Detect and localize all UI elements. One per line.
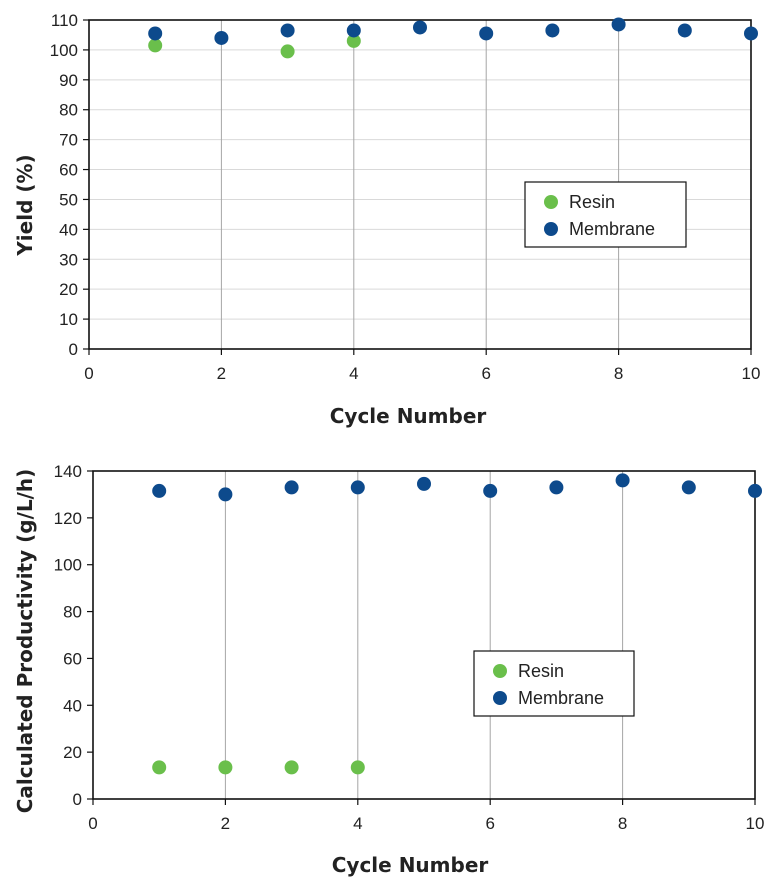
membrane-data-point bbox=[346, 23, 361, 38]
membrane-data-point bbox=[748, 483, 762, 498]
y-tick-label: 50 bbox=[59, 190, 78, 209]
x-tick-label: 4 bbox=[353, 814, 362, 833]
productivity-chart: 0 20 40 60 80 100 120 140 0 2 4 6 8 10 Calculated Pro… bbox=[13, 462, 764, 877]
x-tick-label: 6 bbox=[485, 814, 494, 833]
x-tick-label: 8 bbox=[618, 814, 627, 833]
yield-chart-ylabel: Yield (%) bbox=[13, 154, 37, 256]
x-tick-label: 8 bbox=[614, 364, 623, 383]
y-tick-label: 0 bbox=[73, 790, 82, 809]
legend-marker-resin bbox=[493, 664, 507, 678]
x-tick-label: 10 bbox=[746, 814, 765, 833]
legend-label-resin: Resin bbox=[518, 661, 564, 681]
y-tick-label: 100 bbox=[50, 41, 78, 60]
resin-data-point bbox=[218, 760, 233, 775]
legend-box bbox=[524, 181, 687, 248]
legend-marker-resin bbox=[544, 195, 558, 209]
resin-data-point bbox=[152, 760, 167, 775]
y-tick-label: 0 bbox=[69, 340, 78, 359]
membrane-data-point bbox=[152, 483, 167, 498]
membrane-data-point bbox=[218, 487, 233, 502]
resin-data-point bbox=[350, 760, 365, 775]
membrane-data-point bbox=[479, 26, 494, 41]
x-tick-label: 6 bbox=[481, 364, 490, 383]
resin-data-point bbox=[346, 33, 361, 48]
y-tick-label: 60 bbox=[63, 649, 82, 668]
y-tick-label: 70 bbox=[59, 131, 78, 150]
membrane-data-point bbox=[677, 23, 692, 38]
x-tick-label: 0 bbox=[88, 814, 97, 833]
yield-chart-xlabel: Cycle Number bbox=[330, 404, 487, 428]
y-tick-label: 40 bbox=[63, 696, 82, 715]
membrane-data-point bbox=[611, 17, 626, 32]
y-tick-label: 40 bbox=[59, 220, 78, 239]
membrane-data-point bbox=[615, 473, 630, 488]
y-tick-label: 90 bbox=[59, 71, 78, 90]
plot-area-frame bbox=[88, 19, 752, 350]
y-tick-label: 80 bbox=[59, 101, 78, 120]
membrane-data-point bbox=[483, 483, 498, 498]
legend-label-resin: Resin bbox=[569, 192, 615, 212]
membrane-data-point bbox=[214, 30, 229, 45]
productivity-chart-ylabel: Calculated Productivity (g/L/h) bbox=[13, 469, 37, 814]
legend-label-membrane: Membrane bbox=[518, 688, 604, 708]
legend-label-membrane: Membrane bbox=[569, 219, 655, 239]
y-tick-label: 30 bbox=[59, 250, 78, 269]
membrane-data-point bbox=[148, 26, 163, 41]
y-tick-label: 140 bbox=[54, 462, 82, 481]
productivity-chart-xlabel: Cycle Number bbox=[332, 853, 489, 877]
legend-marker-membrane bbox=[544, 222, 558, 236]
membrane-data-point bbox=[744, 26, 758, 41]
resin-data-point bbox=[284, 760, 299, 775]
membrane-data-point bbox=[681, 480, 696, 495]
x-tick-label: 2 bbox=[217, 364, 226, 383]
legend-marker-membrane bbox=[493, 691, 507, 705]
x-tick-label: 2 bbox=[221, 814, 230, 833]
x-tick-label: 4 bbox=[349, 364, 358, 383]
plot-area-frame bbox=[92, 470, 756, 800]
y-tick-label: 80 bbox=[63, 603, 82, 622]
membrane-data-point bbox=[545, 23, 560, 38]
y-tick-label: 20 bbox=[63, 743, 82, 762]
membrane-data-point bbox=[350, 480, 365, 495]
y-tick-label: 10 bbox=[59, 310, 78, 329]
y-tick-label: 100 bbox=[54, 556, 82, 575]
membrane-data-point bbox=[284, 480, 299, 495]
y-tick-label: 120 bbox=[54, 509, 82, 528]
membrane-data-point bbox=[417, 476, 431, 491]
membrane-data-point bbox=[280, 23, 295, 38]
membrane-data-point bbox=[413, 20, 427, 35]
membrane-data-point bbox=[549, 480, 564, 495]
resin-data-point bbox=[280, 44, 295, 59]
resin-data-point bbox=[148, 38, 163, 53]
y-tick-label: 20 bbox=[59, 280, 78, 299]
y-tick-label: 110 bbox=[51, 11, 78, 30]
x-tick-label: 10 bbox=[742, 364, 761, 383]
legend-box bbox=[473, 650, 635, 717]
x-tick-label: 0 bbox=[84, 364, 93, 383]
yield-chart: 0 10 20 30 40 50 60 70 80 90 100 110 0 2 4 6 8 10 Yield (… bbox=[13, 11, 760, 428]
y-tick-label: 60 bbox=[59, 161, 78, 180]
